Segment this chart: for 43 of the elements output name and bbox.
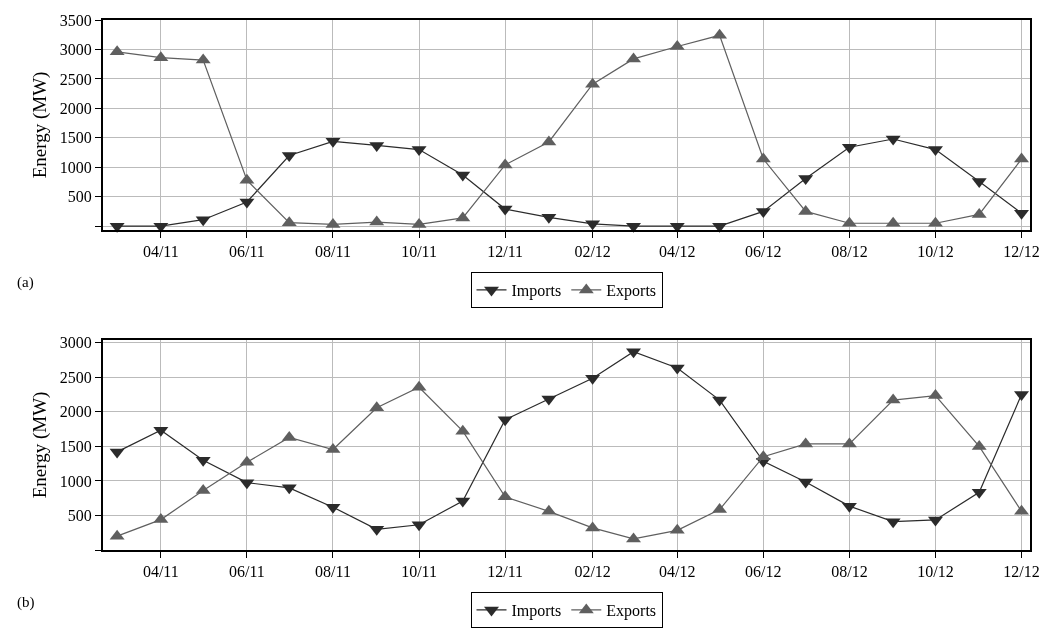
y-tick-label: 1500 (59, 129, 92, 147)
y-axis-title: Energy (MW) (29, 71, 52, 179)
x-tick-label: 10/12 (917, 563, 954, 581)
text: (a) (17, 274, 34, 291)
x-tick-label: 06/11 (228, 243, 265, 261)
y-tick-label: 3000 (59, 334, 92, 352)
y-tick-label: 2000 (59, 403, 92, 421)
x-tick-label: 10/11 (401, 243, 437, 261)
x-tick-label: 12/11 (487, 563, 524, 581)
x-tick-label: 12/12 (1003, 563, 1040, 581)
y-tick-label: 1000 (59, 472, 92, 490)
x-tick-label: 02/12 (574, 563, 611, 581)
y-tick-label: 3500 (59, 11, 92, 29)
x-tick-label: 04/12 (659, 243, 696, 261)
x-tick-label: 02/12 (574, 243, 611, 261)
y-tick-label: 2000 (59, 99, 92, 117)
y-tick-label: 2500 (59, 368, 92, 386)
x-tick-label: 10/11 (401, 563, 437, 581)
x-tick-label: 06/11 (228, 563, 265, 581)
x-tick-label: 04/11 (142, 243, 179, 261)
legend-label: Exports (606, 602, 657, 621)
y-tick-label: 500 (67, 507, 92, 525)
x-tick-label: 04/12 (659, 563, 696, 581)
x-tick-label: 08/12 (831, 563, 868, 581)
x-tick-label: 08/12 (831, 243, 868, 261)
x-tick-label: 04/11 (142, 563, 179, 581)
x-tick-label: 08/11 (315, 243, 351, 261)
y-tick-label: 1000 (59, 158, 92, 176)
x-tick-label: 08/11 (315, 563, 351, 581)
y-tick-label: 3000 (59, 41, 92, 59)
y-tick-label: 1500 (59, 437, 92, 455)
x-tick-label: 10/12 (917, 243, 954, 261)
x-tick-label: 06/12 (745, 243, 782, 261)
text: (b) (17, 594, 35, 611)
x-tick-label: 12/12 (1003, 243, 1040, 261)
y-tick-label: 500 (67, 188, 92, 206)
legend-label: Exports (606, 282, 657, 301)
x-tick-label: 12/11 (487, 243, 524, 261)
legend-label: Imports (511, 282, 562, 301)
y-tick-label: 2500 (59, 70, 92, 88)
y-axis-title: Energy (MW) (29, 391, 52, 499)
legend-label: Imports (511, 602, 562, 621)
x-tick-label: 06/12 (745, 563, 782, 581)
